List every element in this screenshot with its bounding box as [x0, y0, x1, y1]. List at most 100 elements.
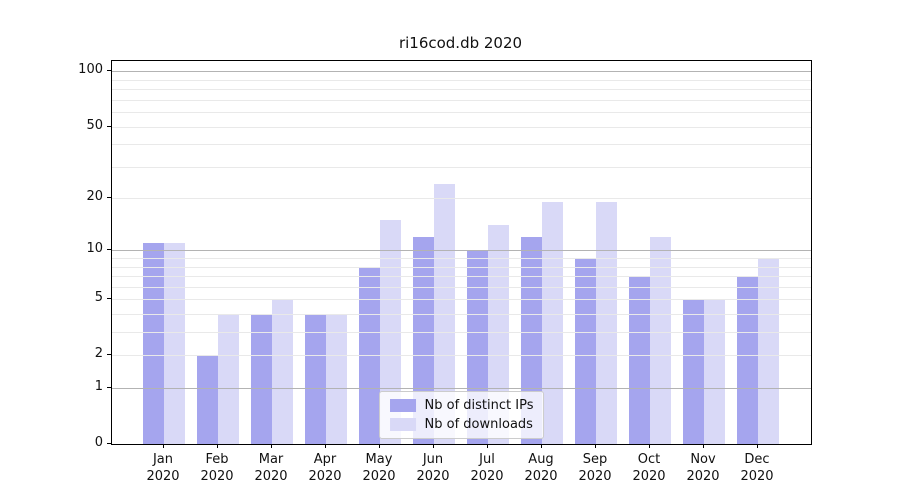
y-axis-tick — [107, 249, 111, 251]
legend-label-downloads: Nb of downloads — [424, 417, 533, 432]
y-axis-tick — [107, 298, 111, 300]
minor-gridline — [112, 258, 811, 260]
x-axis-tick-label: Apr 2020 — [297, 451, 353, 485]
y-axis-tick — [107, 197, 111, 199]
legend-swatch-downloads — [389, 418, 416, 431]
month-label: Mar — [258, 452, 284, 467]
x-axis-tick-label: Nov 2020 — [675, 451, 731, 485]
bar-downloads-apr — [326, 314, 347, 444]
x-axis-tick-label: May 2020 — [351, 451, 407, 485]
x-axis-tick-label: Sep 2020 — [567, 451, 623, 485]
bar-distinct-ips-apr — [305, 314, 326, 444]
legend-item-downloads: Nb of downloads — [389, 417, 534, 432]
x-axis-tick — [595, 444, 596, 448]
x-axis-tick — [433, 444, 434, 448]
year-label: 2020 — [254, 469, 288, 484]
y-axis-tick — [107, 354, 111, 356]
minor-gridline — [112, 144, 811, 146]
x-axis-tick-label: Oct 2020 — [621, 451, 677, 485]
major-gridline — [112, 71, 811, 73]
minor-gridline — [112, 79, 811, 81]
minor-gridline — [112, 286, 811, 288]
year-label: 2020 — [740, 469, 774, 484]
month-label: Nov — [690, 452, 716, 467]
y-axis-tick-label: 1 — [94, 379, 103, 395]
y-axis-tick-label: 10 — [86, 241, 103, 257]
year-label: 2020 — [146, 469, 180, 484]
y-axis-tick — [107, 70, 111, 72]
legend: Nb of distinct IPs Nb of downloads — [378, 391, 545, 439]
x-axis-tick — [757, 444, 758, 448]
minor-gridline — [112, 355, 811, 357]
year-label: 2020 — [200, 469, 234, 484]
chart-title: ri16cod.db 2020 — [398, 34, 523, 52]
major-gridline — [112, 388, 811, 390]
major-gridline — [112, 250, 811, 252]
bar-distinct-ips-feb — [197, 355, 218, 444]
bar-downloads-feb — [218, 314, 239, 444]
month-label: Jan — [152, 452, 174, 467]
minor-gridline — [112, 89, 811, 91]
year-label: 2020 — [470, 469, 504, 484]
y-axis-tick — [107, 443, 111, 444]
x-axis-tick — [487, 444, 488, 448]
minor-gridline — [112, 276, 811, 278]
year-label: 2020 — [632, 469, 666, 484]
year-label: 2020 — [362, 469, 396, 484]
month-label: May — [365, 452, 393, 467]
month-label: Sep — [582, 452, 608, 467]
year-label: 2020 — [686, 469, 720, 484]
bar-distinct-ips-nov — [683, 299, 704, 444]
x-axis-tick — [163, 444, 164, 448]
month-label: Feb — [205, 452, 229, 467]
bar-downloads-jul — [488, 225, 509, 444]
bar-distinct-ips-mar — [251, 314, 272, 444]
plot-area: Nb of distinct IPs Nb of downloads — [111, 60, 812, 445]
year-label: 2020 — [578, 469, 612, 484]
month-label: Aug — [528, 452, 554, 467]
x-axis-tick — [379, 444, 380, 448]
month-label: Jul — [479, 452, 495, 467]
y-axis-tick-label: 20 — [86, 189, 103, 205]
bar-downloads-oct — [650, 236, 671, 444]
minor-gridline — [112, 126, 811, 128]
y-axis-tick — [107, 387, 111, 389]
month-label: Oct — [637, 452, 661, 467]
x-axis-tick — [703, 444, 704, 448]
y-axis-tick-label: 2 — [94, 346, 103, 362]
x-axis-tick — [271, 444, 272, 448]
x-axis-tick — [325, 444, 326, 448]
x-axis-tick-label: Aug 2020 — [513, 451, 569, 485]
bar-distinct-ips-dec — [737, 276, 758, 444]
x-axis-tick — [217, 444, 218, 448]
bar-downloads-dec — [758, 258, 779, 444]
x-axis-tick-label: Jun 2020 — [405, 451, 461, 485]
x-axis-tick-label: Dec 2020 — [729, 451, 785, 485]
x-axis-tick-label: Jul 2020 — [459, 451, 515, 485]
y-axis-tick-label: 5 — [94, 290, 103, 306]
x-axis-tick — [649, 444, 650, 448]
bar-downloads-sep — [596, 202, 617, 444]
bar-distinct-ips-oct — [629, 276, 650, 444]
month-label: Jun — [422, 452, 444, 467]
minor-gridline — [112, 166, 811, 168]
minor-gridline — [112, 198, 811, 200]
bar-downloads-aug — [542, 202, 563, 444]
x-axis-tick-label: Jan 2020 — [135, 451, 191, 485]
bar-distinct-ips-jan — [143, 243, 164, 444]
legend-item-distinct-ips: Nb of distinct IPs — [389, 398, 534, 413]
minor-gridline — [112, 332, 811, 334]
year-label: 2020 — [524, 469, 558, 484]
minor-gridline — [112, 299, 811, 301]
bar-downloads-nov — [704, 299, 725, 444]
minor-gridline — [112, 314, 811, 316]
bar-distinct-ips-sep — [575, 258, 596, 444]
year-label: 2020 — [416, 469, 450, 484]
legend-swatch-distinct-ips — [389, 399, 416, 412]
x-axis-tick-label: Feb 2020 — [189, 451, 245, 485]
y-axis-tick-label: 100 — [78, 62, 103, 78]
y-axis-tick-label: 0 — [94, 435, 103, 450]
legend-label-distinct-ips: Nb of distinct IPs — [424, 398, 534, 413]
year-label: 2020 — [308, 469, 342, 484]
